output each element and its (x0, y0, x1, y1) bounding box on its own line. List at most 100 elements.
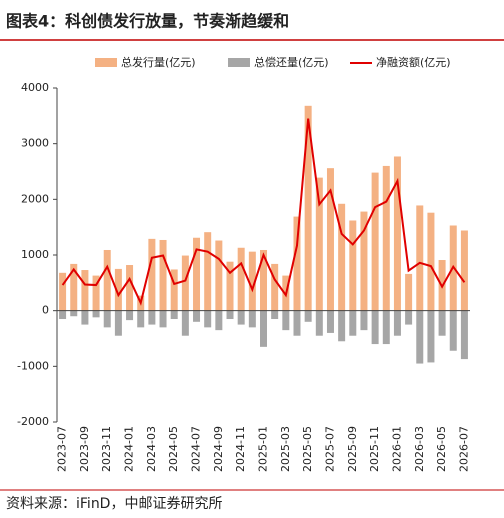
bar (304, 105, 312, 311)
bar (226, 310, 234, 320)
bar (304, 310, 312, 322)
bar (449, 310, 457, 351)
bar (137, 310, 145, 328)
x-tick-label: 2024-01 (123, 426, 136, 472)
legend-label: 总偿还量(亿元) (254, 55, 329, 69)
x-tick-label: 2026-03 (413, 426, 426, 472)
bar (393, 156, 401, 311)
bar (159, 239, 167, 311)
bar (215, 240, 223, 311)
bar (326, 310, 334, 333)
bar (460, 230, 468, 311)
x-tick-label: 2023-11 (100, 426, 113, 472)
bar (248, 251, 256, 311)
x-tick-label: 2025-01 (257, 426, 270, 472)
bar (248, 310, 256, 328)
bar (92, 275, 100, 311)
y-tick-label: -1000 (17, 359, 49, 372)
bar (293, 216, 301, 311)
x-tick-label: 2024-07 (190, 426, 203, 472)
x-tick-label: 2025-05 (301, 426, 314, 472)
source: 资料来源：iFinD，中邮证券研究所 (6, 496, 222, 512)
bar (148, 310, 156, 325)
bar (371, 310, 379, 345)
bar (393, 310, 401, 336)
y-tick-label: 0 (42, 304, 49, 317)
legend-swatch (95, 58, 117, 67)
bar (114, 310, 122, 336)
bar (181, 310, 189, 336)
bar (204, 232, 212, 311)
bar (103, 249, 111, 311)
x-tick-label: 2025-03 (279, 426, 292, 472)
x-tick-label: 2023-07 (56, 426, 69, 472)
y-tick-label: 4000 (21, 81, 49, 94)
bar (260, 249, 267, 311)
bar (70, 310, 78, 317)
legend-label: 净融资额(亿元) (376, 55, 451, 69)
bar (338, 310, 346, 342)
bar (193, 310, 201, 322)
bar (170, 310, 178, 320)
bar (181, 255, 189, 311)
x-tick-label: 2025-09 (346, 426, 359, 472)
bar (338, 203, 346, 311)
bar (349, 310, 357, 336)
chart-title: 图表4：科创债发行放量，节奏渐趋缓和 (6, 12, 289, 31)
bar (81, 270, 89, 311)
bar (126, 265, 134, 311)
legend-label: 总发行量(亿元) (121, 55, 196, 69)
bar (315, 177, 323, 311)
bar (315, 310, 323, 336)
bar (226, 261, 234, 311)
bar (438, 310, 446, 336)
bar (271, 263, 279, 311)
bar (326, 168, 334, 311)
bar (405, 273, 413, 311)
bar (92, 310, 100, 318)
bar (70, 263, 78, 311)
bar (405, 310, 413, 325)
bar (371, 172, 379, 311)
x-tick-label: 2024-11 (234, 426, 247, 472)
bar (382, 165, 390, 311)
bar (460, 310, 468, 360)
bar (59, 272, 67, 311)
bar (159, 310, 167, 328)
x-tick-label: 2024-09 (212, 426, 225, 472)
x-tick-label: 2023-09 (78, 426, 91, 472)
bar (360, 211, 368, 311)
bar (271, 310, 279, 320)
y-tick-label: 1000 (21, 248, 49, 261)
bar (170, 269, 178, 311)
bar (237, 247, 245, 311)
bar (204, 310, 212, 328)
bar (103, 310, 111, 328)
bar (382, 310, 390, 345)
bar (427, 310, 435, 363)
bar (293, 310, 301, 336)
y-tick-label: 3000 (21, 137, 49, 150)
x-tick-label: 2025-11 (368, 426, 381, 472)
bar (349, 220, 357, 311)
y-tick-label: -2000 (17, 415, 49, 428)
bar (114, 268, 122, 311)
bar (148, 238, 156, 311)
bar (416, 205, 424, 311)
bar (215, 310, 223, 331)
bar (427, 212, 435, 311)
bar (237, 310, 245, 325)
x-tick-label: 2026-05 (435, 426, 448, 472)
bar (193, 237, 201, 311)
x-tick-label: 2025-07 (323, 426, 336, 472)
bar (360, 310, 368, 331)
x-tick-label: 2026-07 (457, 426, 470, 472)
bar (81, 310, 89, 325)
bar (416, 310, 424, 364)
x-tick-label: 2026-01 (390, 426, 403, 472)
x-tick-label: 2024-05 (167, 426, 180, 472)
bar (260, 310, 267, 347)
bar (126, 310, 134, 321)
line (61, 118, 466, 306)
